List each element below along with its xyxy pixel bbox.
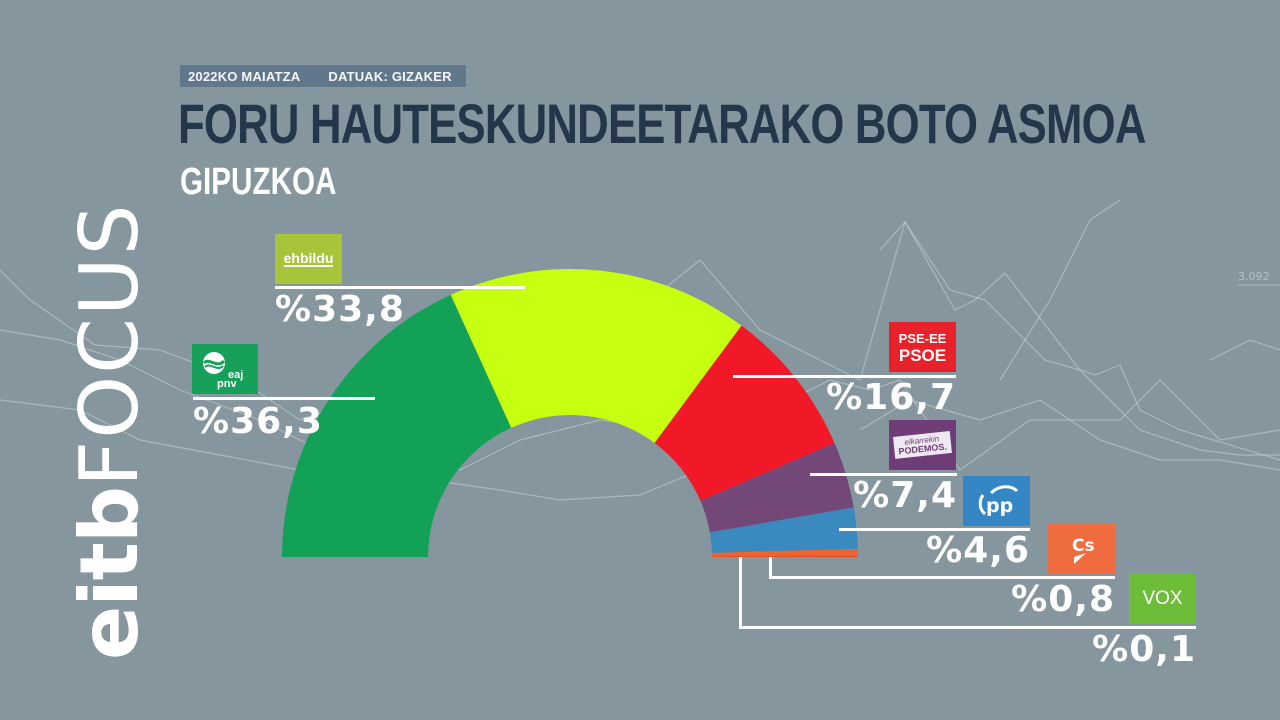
background-number: 3.092 — [1238, 270, 1270, 283]
date-label: 2022KO MAIATZA — [188, 68, 301, 84]
cs-logo-icon: Cs — [1072, 536, 1095, 564]
pse-logo-line2: PSOE — [898, 346, 947, 365]
pct-label-podemos: %7,4 — [853, 475, 957, 516]
pse-ee-logo: PSE-EE PSOE — [889, 322, 956, 372]
ehbildu-logo-text: ehbildu — [283, 250, 334, 267]
segment-elkarrekin-podemos — [700, 443, 854, 533]
leader-line-podemos — [810, 473, 957, 476]
pct-label-pse: %16,7 — [826, 377, 956, 418]
cs-logo: Cs — [1048, 524, 1115, 574]
leader-line-cs — [769, 576, 1115, 579]
vox-logo-text: VOX — [1142, 588, 1183, 609]
pct-label-pp: %4,6 — [926, 530, 1030, 571]
source-label: DATUAK: GIZAKER — [328, 68, 452, 84]
pse-logo-line1: PSE-EE — [898, 331, 947, 346]
ehbildu-logo: ehbildu — [275, 234, 342, 284]
page-subtitle: GIPUZKOA — [180, 161, 337, 203]
segment-vox — [711, 556, 858, 557]
pp-seagull-icon: pp — [978, 485, 1018, 517]
segment-eh-bildu — [450, 268, 742, 443]
leader-line-pp — [839, 528, 1030, 531]
segment-cs — [711, 548, 858, 557]
podemos-logo: elkarrekin PODEMOS. — [889, 420, 956, 470]
pp-logo: pp — [963, 476, 1030, 526]
eaj-pnv-logo: eaj pnv — [192, 344, 258, 394]
svg-text:Cs: Cs — [1072, 536, 1095, 556]
pct-label-eaj: %36,3 — [193, 401, 323, 442]
segment-eaj-pnv — [282, 294, 512, 557]
vox-logo: VOX — [1129, 574, 1196, 624]
svg-text:pp: pp — [986, 495, 1013, 517]
leader-line-vox — [739, 626, 1196, 629]
segment-pse-ee-psoe- — [654, 325, 835, 501]
meta-strip: 2022KO MAIATZA DATUAK: GIZAKER — [180, 65, 466, 87]
leader-line-pse — [733, 375, 956, 378]
svg-text:pnv: pnv — [217, 378, 237, 390]
pct-label-cs: %0,8 — [1011, 579, 1115, 620]
leader-line-eaj — [193, 397, 375, 400]
leader-line-cs-v — [769, 557, 772, 578]
eaj-pnv-emblem-icon: eaj pnv — [202, 352, 243, 390]
pct-label-vox: %0,1 — [1092, 629, 1196, 670]
leader-line-bildu — [275, 286, 525, 289]
leader-line-vox-v — [739, 557, 742, 628]
page-title: FORU HAUTESKUNDEETARAKO BOTO ASMOA — [178, 92, 1146, 155]
svg-text:eaj: eaj — [228, 369, 243, 381]
segment-pp — [709, 507, 858, 553]
podemos-logo-card: elkarrekin PODEMOS. — [893, 431, 952, 459]
pct-label-bildu: %33,8 — [275, 289, 405, 330]
